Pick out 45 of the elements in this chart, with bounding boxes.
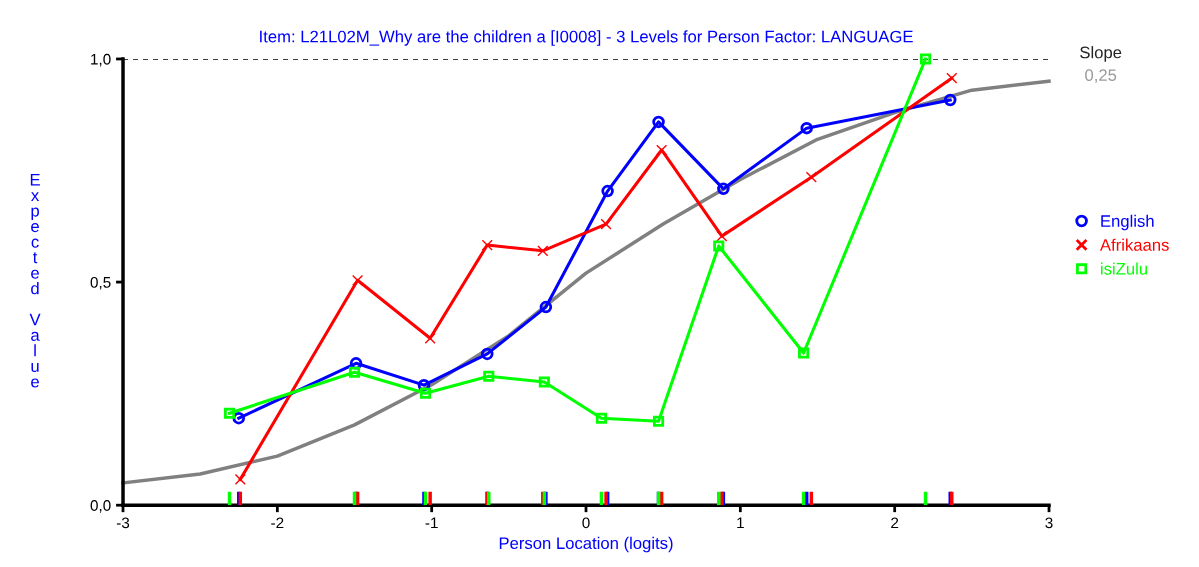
point <box>419 387 432 399</box>
text: Slope <box>1080 46 1122 62</box>
point <box>717 182 730 196</box>
point <box>537 245 549 257</box>
x-tick-label: -1 <box>425 517 438 529</box>
x-tick-label: -3 <box>116 517 130 529</box>
legend-label: Afrikaans <box>1099 238 1169 251</box>
point <box>652 415 665 427</box>
point <box>656 144 668 156</box>
point <box>600 218 612 230</box>
point <box>223 407 236 419</box>
point <box>601 184 614 198</box>
point <box>595 412 607 424</box>
x-tick-label: 3 <box>1045 517 1053 529</box>
chart-title: Item: L21L02M_Why are the children a [I0008] - 3 Levels for Person Factor: LANGUAGE <box>260 30 913 46</box>
point <box>234 473 246 485</box>
x-tick-label: 1 <box>737 517 744 529</box>
point <box>943 93 957 107</box>
text: 0,25 <box>1085 69 1117 83</box>
x-axis-title: Person Location (logits) <box>499 536 673 553</box>
point <box>538 376 550 388</box>
y-tick-label: 1,0 <box>91 53 111 67</box>
x-tick-label: -2 <box>271 517 284 529</box>
legend-label: isiZulu <box>1101 262 1147 275</box>
point <box>919 53 932 65</box>
point <box>946 72 958 84</box>
point <box>348 366 361 378</box>
point <box>652 115 665 129</box>
x-tick-label: 2 <box>891 517 899 529</box>
legend-label: English <box>1101 214 1154 231</box>
point <box>352 274 364 286</box>
point <box>481 239 493 251</box>
point <box>805 171 817 183</box>
point <box>713 240 725 252</box>
y-tick-label: 0,5 <box>90 276 111 290</box>
point <box>716 230 728 242</box>
text: Expected Value <box>29 173 41 388</box>
x-tick-label: 0 <box>582 517 590 529</box>
point <box>424 332 436 344</box>
point <box>539 300 553 314</box>
point <box>800 121 813 135</box>
point <box>480 347 494 361</box>
y-tick-label: 0,0 <box>90 500 111 513</box>
point <box>483 370 495 382</box>
point <box>798 347 810 359</box>
